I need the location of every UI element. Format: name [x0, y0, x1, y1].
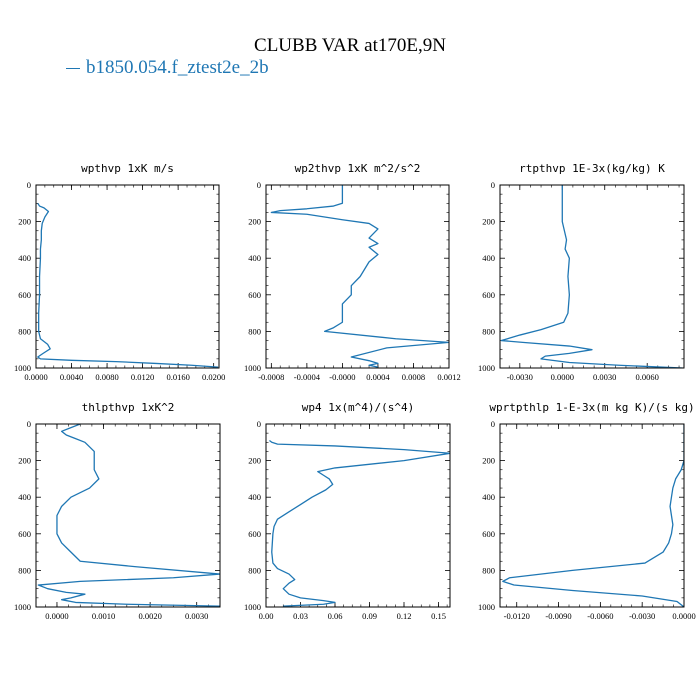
- x-tick-label: 0.03: [293, 611, 308, 621]
- legend: b1850.054.f_ztest2e_2b: [66, 57, 269, 79]
- profile-line: [37, 202, 219, 368]
- y-tick-label: 800: [482, 326, 495, 336]
- x-tick-label: 0.0030: [185, 611, 208, 621]
- y-tick-label: 200: [18, 456, 31, 466]
- y-tick-label: 800: [18, 326, 31, 336]
- x-tick-label: 0.0008: [402, 372, 425, 382]
- y-tick-label: 800: [248, 565, 261, 575]
- x-tick-label: 0.12: [397, 611, 412, 621]
- panel-frame: [499, 184, 685, 369]
- y-tick-label: 0: [491, 419, 495, 429]
- x-tick-label: -0.0030: [507, 372, 533, 382]
- profile-line: [270, 185, 449, 368]
- x-tick-label: -0.0004: [294, 372, 321, 382]
- y-tick-label: 800: [248, 326, 261, 336]
- y-tick-label: 1000: [244, 363, 261, 373]
- panel-title: wp2thvp 1xK m^2/s^2: [295, 162, 421, 175]
- y-tick-label: 0: [491, 180, 495, 190]
- y-tick-label: 400: [18, 253, 31, 263]
- y-tick-label: 1000: [478, 602, 495, 612]
- x-tick-label: 0.0030: [593, 372, 616, 382]
- y-tick-label: 1000: [14, 363, 31, 373]
- profile-line: [500, 185, 683, 368]
- x-tick-label: -0.0090: [545, 611, 571, 621]
- x-tick-label: -0.0030: [629, 611, 655, 621]
- panel-title: wp4 1x(m^4)/(s^4): [302, 401, 415, 414]
- figure-title: CLUBB VAR at170E,9N: [254, 35, 446, 56]
- x-tick-label: 0.09: [362, 611, 377, 621]
- x-tick-label: 0.0000: [45, 611, 68, 621]
- x-tick-label: 0.00: [259, 611, 274, 621]
- legend-line-swatch: [66, 68, 80, 70]
- y-tick-label: 1000: [14, 602, 31, 612]
- panel-title: rtpthvp 1E-3x(kg/kg) K: [519, 162, 665, 175]
- y-tick-label: 600: [482, 529, 495, 539]
- x-tick-label: 0.06: [328, 611, 343, 621]
- x-tick-label: 0.0040: [60, 372, 83, 382]
- y-tick-label: 400: [248, 492, 261, 502]
- x-tick-label: 0.0060: [636, 372, 659, 382]
- panel-3: rtpthvp 1E-3x(kg/kg) K 0 200 400 600 800 1000 -…: [478, 162, 685, 382]
- y-tick-label: 600: [248, 290, 261, 300]
- panel-frame: [35, 423, 221, 608]
- panel-frame: [265, 423, 451, 608]
- y-tick-label: 200: [482, 217, 495, 227]
- x-tick-label: 0.0004: [366, 372, 390, 382]
- y-tick-label: 1000: [244, 602, 261, 612]
- x-tick-label: 0.0010: [92, 611, 115, 621]
- y-tick-label: 400: [248, 253, 261, 263]
- x-tick-label: 0.0160: [166, 372, 189, 382]
- x-tick-label: 0.0000: [551, 372, 574, 382]
- legend-label: b1850.054.f_ztest2e_2b: [86, 57, 269, 78]
- panel-title: wprtpthlp 1-E-3x(m kg K)/(s kg): [489, 401, 694, 414]
- panel-6: wprtpthlp 1-E-3x(m kg K)/(s kg) 0 200 400 60…: [478, 401, 696, 621]
- panel-frame: [265, 184, 450, 369]
- x-tick-label: 0.0000: [24, 372, 47, 382]
- y-tick-label: 0: [257, 180, 261, 190]
- panel-2: wp2thvp 1xK m^2/s^202004006008001000-0.0…: [244, 162, 461, 382]
- y-tick-label: 800: [18, 565, 31, 575]
- y-tick-label: 1000: [478, 363, 495, 373]
- x-tick-label: -0.0120: [504, 611, 530, 621]
- y-tick-label: 200: [18, 217, 31, 227]
- profile-line: [269, 439, 450, 607]
- profile-line: [502, 424, 684, 607]
- x-tick-label: -0.0060: [587, 611, 613, 621]
- profile-line: [37, 424, 220, 607]
- y-tick-label: 600: [482, 290, 495, 300]
- y-tick-label: 600: [248, 529, 261, 539]
- x-tick-label: -0.0008: [258, 372, 284, 382]
- y-tick-label: 200: [248, 217, 261, 227]
- x-tick-label: 0.0200: [202, 372, 225, 382]
- y-tick-label: 800: [482, 565, 495, 575]
- x-tick-label: 0.0000: [672, 611, 695, 621]
- x-tick-label: 0.0020: [138, 611, 161, 621]
- x-tick-label: 0.0012: [437, 372, 460, 382]
- x-tick-label: 0.15: [431, 611, 446, 621]
- y-tick-label: 200: [248, 456, 261, 466]
- y-tick-label: 0: [27, 419, 31, 429]
- y-tick-label: 400: [482, 253, 495, 263]
- y-tick-label: 0: [257, 419, 261, 429]
- x-tick-label: 0.0080: [95, 372, 118, 382]
- y-tick-label: 400: [482, 492, 495, 502]
- panel-title: wpthvp 1xK m/s: [81, 162, 174, 175]
- y-tick-label: 400: [18, 492, 31, 502]
- panel-frame: [499, 423, 685, 608]
- panel-frame: [35, 184, 220, 369]
- y-tick-label: 200: [482, 456, 495, 466]
- x-tick-label: 0.0120: [131, 372, 154, 382]
- x-tick-label: -0.0000: [329, 372, 355, 382]
- y-tick-label: 600: [18, 529, 31, 539]
- y-tick-label: 600: [18, 290, 31, 300]
- panel-4: thlpthvp 1xK^2 0 200 400 600 800 1000 0.0000 0.0…: [14, 401, 221, 621]
- y-tick-label: 0: [27, 180, 31, 190]
- panel-title: thlpthvp 1xK^2: [82, 401, 175, 414]
